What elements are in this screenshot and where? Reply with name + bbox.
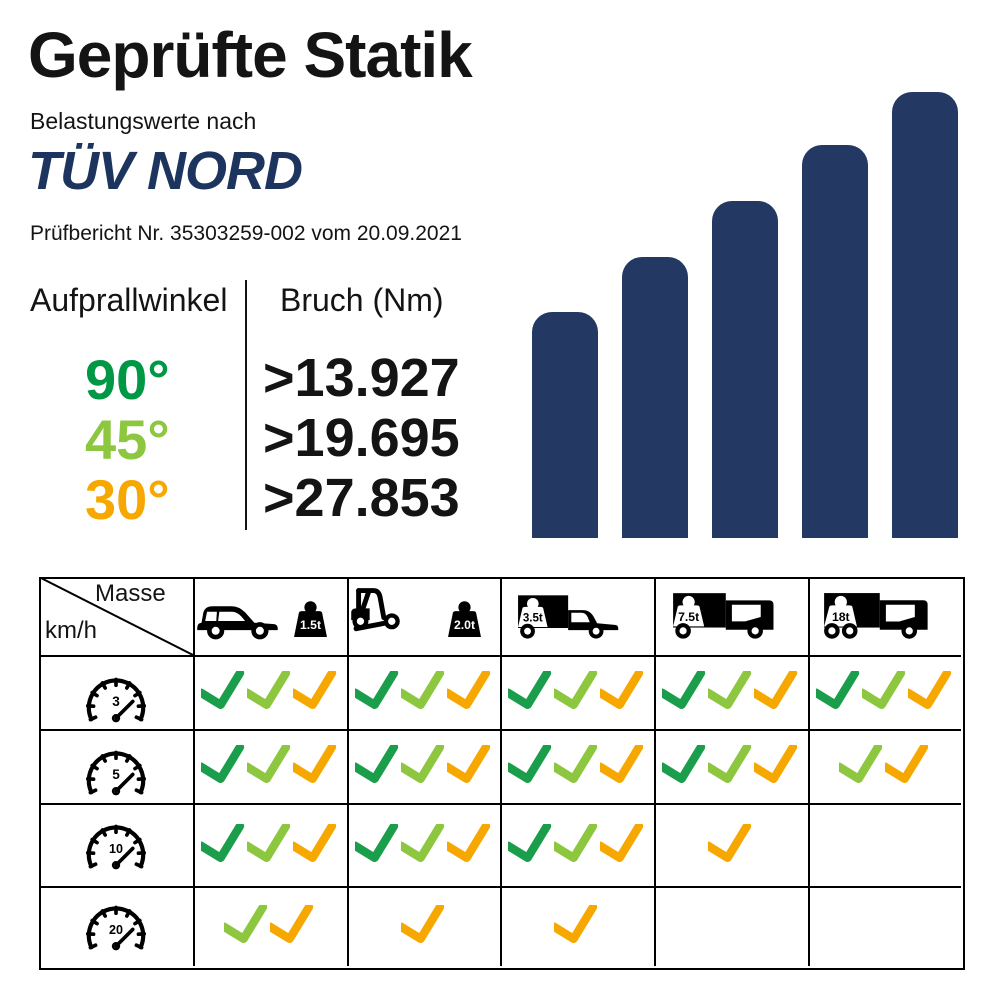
- svg-text:3: 3: [112, 694, 120, 709]
- svg-text:3.5t: 3.5t: [523, 612, 543, 625]
- svg-text:18t: 18t: [832, 610, 850, 624]
- svg-text:2.0t: 2.0t: [454, 618, 475, 632]
- svg-text:20: 20: [109, 923, 123, 937]
- svg-text:5: 5: [112, 767, 120, 782]
- svg-text:7.5t: 7.5t: [678, 610, 699, 624]
- svg-text:1.5t: 1.5t: [300, 618, 321, 632]
- svg-text:10: 10: [109, 842, 123, 856]
